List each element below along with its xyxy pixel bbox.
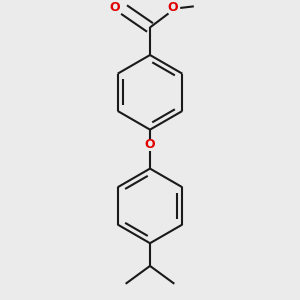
- Text: O: O: [145, 138, 155, 151]
- Text: O: O: [110, 2, 120, 14]
- Text: O: O: [167, 2, 178, 14]
